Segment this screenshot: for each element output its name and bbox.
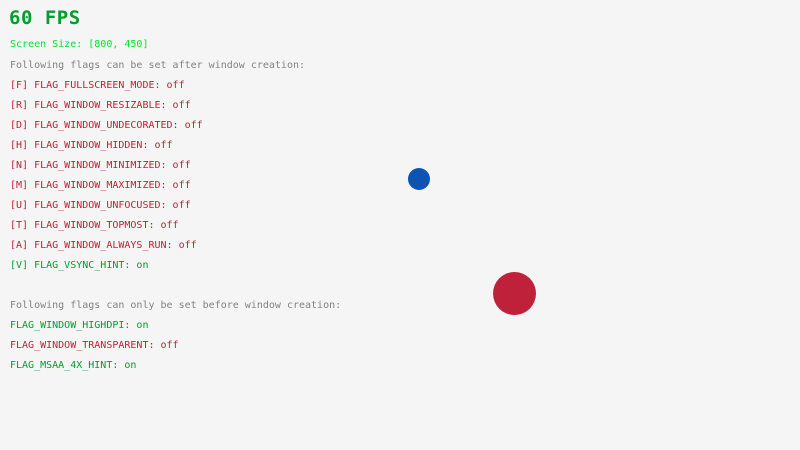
before-creation-heading: Following flags can only be set before w… (10, 300, 342, 311)
flag-window-highdpi: FLAG_WINDOW_HIGHDPI: on (10, 320, 149, 331)
flag-vsync-hint: [V] FLAG_VSYNC_HINT: on (10, 260, 149, 271)
flag-window-transparent: FLAG_WINDOW_TRANSPARENT: off (10, 340, 179, 351)
flag-fullscreen-mode: [F] FLAG_FULLSCREEN_MODE: off (10, 80, 185, 91)
flag-window-hidden: [H] FLAG_WINDOW_HIDDEN: off (10, 140, 173, 151)
flag-window-undecorated: [D] FLAG_WINDOW_UNDECORATED: off (10, 120, 203, 131)
small-blue-ball (408, 168, 430, 190)
flag-window-minimized: [N] FLAG_WINDOW_MINIMIZED: off (10, 160, 191, 171)
flag-window-topmost: [T] FLAG_WINDOW_TOPMOST: off (10, 220, 179, 231)
screen-size-label: Screen Size: [800, 450] (10, 39, 149, 50)
flag-msaa-4x-hint: FLAG_MSAA_4X_HINT: on (10, 360, 137, 371)
flag-window-resizable: [R] FLAG_WINDOW_RESIZABLE: off (10, 100, 191, 111)
large-red-ball (493, 272, 536, 315)
flag-window-always-run: [A] FLAG_WINDOW_ALWAYS_RUN: off (10, 240, 197, 251)
flag-window-maximized: [M] FLAG_WINDOW_MAXIMIZED: off (10, 180, 191, 191)
fps-counter: 60 FPS (9, 7, 81, 29)
after-creation-heading: Following flags can be set after window … (10, 60, 306, 71)
flag-window-unfocused: [U] FLAG_WINDOW_UNFOCUSED: off (10, 200, 191, 211)
